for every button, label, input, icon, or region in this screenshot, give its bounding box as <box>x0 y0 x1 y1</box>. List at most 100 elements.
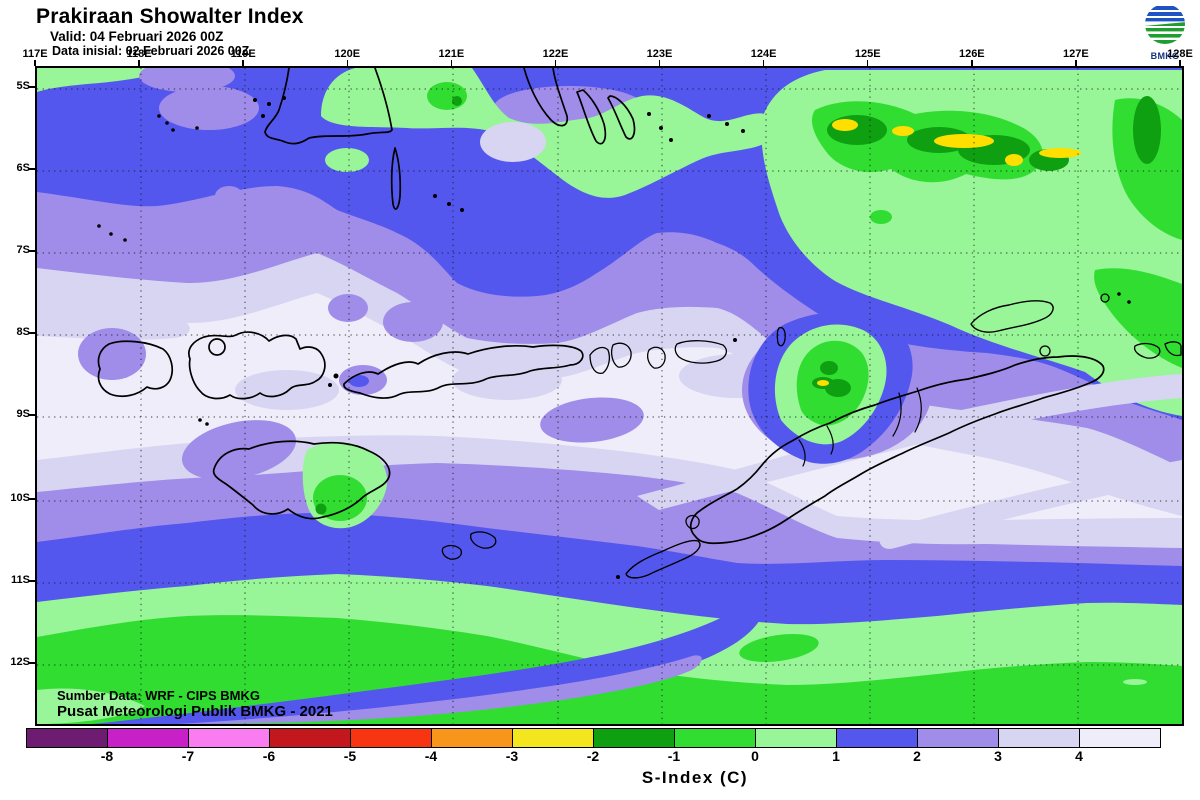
coast-wetar <box>970 300 1054 333</box>
streak-blue-diagonal <box>92 607 765 724</box>
lon-label: 125E <box>854 48 881 60</box>
coast-selayar <box>390 147 402 210</box>
timor-yellow-spot <box>817 380 829 386</box>
page-title: Prakiraan Showalter Index <box>36 5 304 28</box>
lat-label: 10S <box>10 492 30 504</box>
legend-cell <box>107 728 189 748</box>
lat-tick <box>29 168 35 170</box>
legend-cell <box>836 728 918 748</box>
patch-purple <box>383 302 443 342</box>
legend-cell <box>350 728 432 748</box>
coast-adonara <box>611 342 632 368</box>
lon-label: 126E <box>958 48 985 60</box>
lon-label: 123E <box>646 48 673 60</box>
lat-tick <box>29 250 35 252</box>
legend-tick-label: 4 <box>1075 748 1083 764</box>
lon-label: 117E <box>22 48 48 60</box>
patch-purple <box>540 397 644 443</box>
coast-se-sulawesi <box>523 68 569 127</box>
legend-tick-label: 0 <box>751 748 759 764</box>
init-datetime: Data inisial: 02 Februari 2026 00Z <box>52 44 250 58</box>
lat-label: 12S <box>10 656 30 668</box>
coast-flores <box>343 344 584 399</box>
ring-green <box>870 210 892 224</box>
lat-tick <box>29 414 35 416</box>
patch-purple <box>139 68 235 92</box>
coast-romang <box>1100 293 1110 303</box>
coastlines <box>97 68 1182 579</box>
timor-border <box>798 387 922 467</box>
contour-map <box>37 68 1182 724</box>
valid-datetime: Valid: 04 Februari 2026 00Z <box>50 29 224 44</box>
legend-cell <box>1079 728 1161 748</box>
lat-label: 9S <box>16 408 30 420</box>
coast-rote <box>625 539 701 579</box>
legend-tick-label: -8 <box>100 748 114 764</box>
lon-tick <box>450 60 453 66</box>
coast-alor <box>674 340 728 364</box>
patch-purple <box>78 328 146 380</box>
lat-tick <box>29 580 35 582</box>
blob-lightgreen-dash <box>1123 679 1147 685</box>
coast-muna <box>607 95 636 140</box>
wedge-lavender <box>879 460 1182 549</box>
lon-tick <box>346 60 349 66</box>
lon-tick <box>1179 60 1181 66</box>
legend-cell <box>431 728 513 748</box>
lon-tick <box>34 60 36 66</box>
coast-buton <box>576 89 607 145</box>
coast-south-sulawesi <box>264 68 393 145</box>
lat-tick <box>29 86 35 88</box>
lon-label: 128E <box>1167 48 1193 60</box>
timor-darkgreen <box>820 361 838 375</box>
legend-tick-label: -7 <box>181 748 195 764</box>
wedge-lavender <box>37 305 190 340</box>
legend-tick-label: 3 <box>994 748 1002 764</box>
coast-atauro <box>776 326 786 347</box>
legend-cell <box>188 728 270 748</box>
lon-tick <box>554 60 557 66</box>
lat-label: 7S <box>16 244 30 256</box>
bmkg-logo: BMKG <box>1140 2 1190 61</box>
coast-lembata <box>589 346 610 374</box>
legend-tick-label: -6 <box>262 748 276 764</box>
wedge-lavender <box>637 374 1182 510</box>
lat-label: 8S <box>16 326 30 338</box>
patch-purple <box>159 86 259 130</box>
lat-tick <box>29 498 35 500</box>
patch-blue-small <box>349 375 369 387</box>
spot-yellow <box>1005 154 1023 166</box>
spot-yellow <box>1039 148 1081 158</box>
lon-tick <box>242 60 244 66</box>
blob-lightgreen-small <box>325 148 369 172</box>
lat-tick <box>29 662 35 664</box>
legend-cell <box>269 728 351 748</box>
legend-tick-label: 2 <box>913 748 921 764</box>
blob-green-sulawesi <box>427 82 467 110</box>
lon-label: 119E <box>230 48 256 60</box>
lon-tick <box>1075 60 1077 66</box>
legend-cell <box>998 728 1080 748</box>
lon-label: 118E <box>126 48 152 60</box>
coast-sumbawa <box>188 331 326 400</box>
coast-lakor <box>1164 341 1182 357</box>
sumba-darkgreen <box>315 503 327 515</box>
lon-tick <box>658 60 661 66</box>
legend-cell <box>512 728 594 748</box>
islet-dots <box>97 96 1131 579</box>
spot-yellow <box>934 134 994 148</box>
legend-cell <box>755 728 837 748</box>
cluster-green-rightedge <box>1112 98 1182 241</box>
legend-cell <box>917 728 999 748</box>
patch-purple <box>181 420 297 480</box>
legend-tick-label: 1 <box>832 748 840 764</box>
legend-cell <box>26 728 108 748</box>
lon-tick <box>971 60 973 66</box>
legend-tick-label: -5 <box>343 748 357 764</box>
cluster-green-rightedge2 <box>1094 268 1182 368</box>
legend-cell <box>674 728 756 748</box>
map-area: Sumber Data: WRF - CIPS BMKG Pusat Meteo… <box>35 66 1184 726</box>
blob-green-bottomright <box>739 633 819 663</box>
wedge-lightgreen-corner <box>37 688 145 724</box>
